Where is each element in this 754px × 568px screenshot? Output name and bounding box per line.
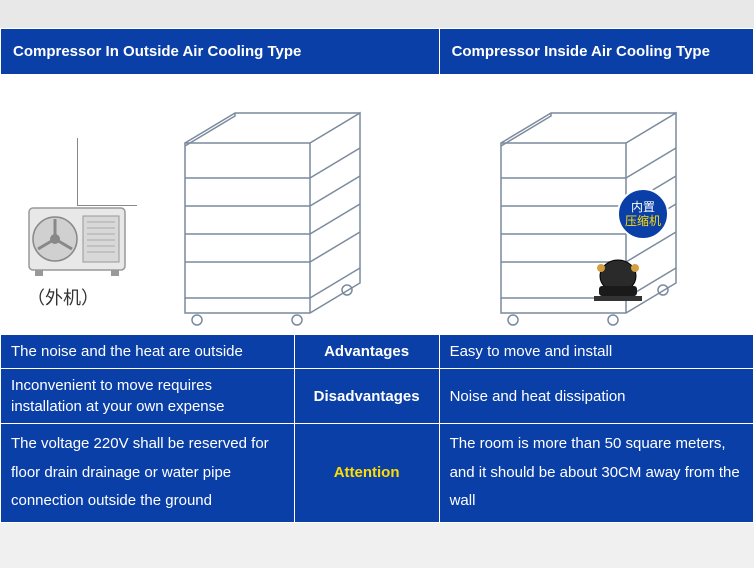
badge-line1: 内置: [631, 200, 655, 214]
diagram-row: （外机）: [1, 75, 754, 335]
attention-right: The room is more than 50 square meters, …: [439, 424, 753, 523]
internal-compressor-icon: [589, 256, 647, 304]
display-cabinet-left-icon: [155, 98, 385, 328]
header-left: Compressor In Outside Air Cooling Type: [1, 29, 440, 75]
header-right: Compressor Inside Air Cooling Type: [439, 29, 753, 75]
attention-row: The voltage 220V shall be reserved for f…: [1, 424, 754, 523]
advantages-right: Easy to move and install: [439, 335, 753, 369]
disadvantages-label: Disadvantages: [294, 369, 439, 424]
inside-compressor-badge: 内置 压缩机: [617, 188, 669, 240]
advantages-left: The noise and the heat are outside: [1, 335, 295, 369]
header-row: Compressor In Outside Air Cooling Type C…: [1, 29, 754, 75]
badge-line2: 压缩机: [625, 214, 661, 228]
attention-label: Attention: [294, 424, 439, 523]
advantages-label: Advantages: [294, 335, 439, 369]
diagram-left-cell: （外机）: [1, 75, 440, 335]
attention-left: The voltage 220V shall be reserved for f…: [1, 424, 295, 523]
diagram-left-wrapper: （外机）: [7, 81, 433, 328]
diagram-right-wrapper: 内置 压缩机: [446, 81, 747, 328]
disadvantages-left: Inconvenient to move requires installati…: [1, 369, 295, 424]
top-bar: [0, 0, 754, 28]
disadvantages-row: Inconvenient to move requires installati…: [1, 369, 754, 424]
diagram-right-cell: 内置 压缩机: [439, 75, 753, 335]
disadvantages-right: Noise and heat dissipation: [439, 369, 753, 424]
external-compressor-icon: [27, 206, 127, 278]
advantages-row: The noise and the heat are outside Advan…: [1, 335, 754, 369]
comparison-table: Compressor In Outside Air Cooling Type C…: [0, 28, 754, 523]
connect-line-vertical: [77, 138, 78, 206]
outside-compressor-label: （外机）: [27, 284, 99, 310]
comparison-table-container: Compressor In Outside Air Cooling Type C…: [0, 0, 754, 523]
